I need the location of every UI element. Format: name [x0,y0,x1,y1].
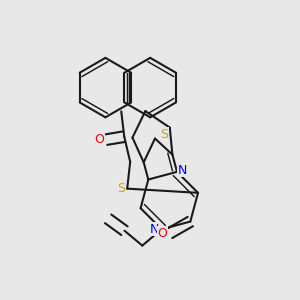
Text: O: O [94,133,104,146]
Text: N: N [149,223,159,236]
Text: S: S [160,128,168,141]
Text: S: S [117,182,125,195]
Text: O: O [157,227,167,240]
Text: N: N [178,164,187,177]
